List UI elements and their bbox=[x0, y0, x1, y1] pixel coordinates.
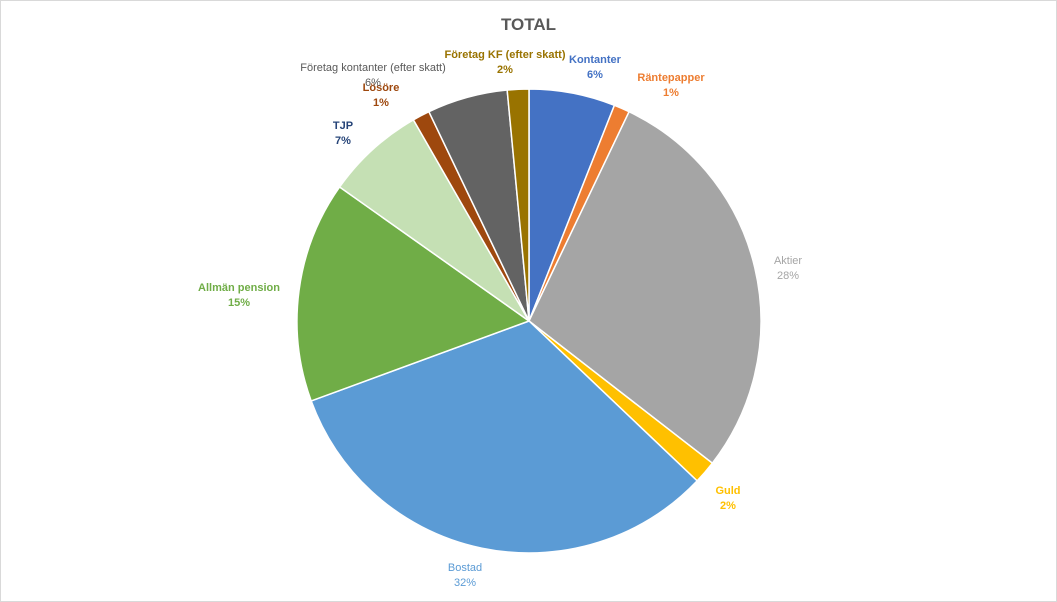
data-label-name: Guld bbox=[715, 485, 740, 497]
data-label-rantepapper: Räntepapper 1% bbox=[637, 72, 705, 99]
data-label-name: Företag KF (efter skatt) bbox=[444, 49, 565, 61]
data-label-percent: 1% bbox=[663, 87, 679, 99]
pie-slice-aktier bbox=[528, 110, 762, 465]
data-label-percent: 2% bbox=[497, 64, 513, 76]
pie-slices bbox=[296, 88, 762, 554]
data-label-percent: 1% bbox=[373, 97, 389, 109]
data-label-guld: Guld 2% bbox=[715, 485, 740, 512]
data-label-name: Räntepapper bbox=[637, 72, 705, 84]
pie-slice-foretag-kf-efter-skatt bbox=[506, 88, 530, 322]
data-label-name: Allmän pension bbox=[198, 282, 280, 294]
data-label-percent: 6% bbox=[587, 69, 603, 81]
data-label-allman-pension: Allmän pension 15% bbox=[198, 282, 280, 309]
data-label-percent: 28% bbox=[777, 270, 799, 282]
data-label-name: Kontanter bbox=[569, 54, 622, 66]
data-label-name: TJP bbox=[333, 120, 353, 132]
pie-labels: Kontanter 6% Räntepapper 1% Aktier 28% Guld 2% B… bbox=[198, 49, 802, 589]
data-label-name: Lösöre bbox=[363, 82, 400, 94]
data-label-percent: 2% bbox=[720, 500, 736, 512]
pie-slice-bostad bbox=[310, 320, 699, 554]
data-label-tjp: TJP 7% bbox=[333, 120, 353, 147]
data-label-foretag-kontanter-efter-skatt: Företag kontanter (efter skatt) 6% bbox=[300, 62, 446, 89]
data-label-losore: Lösöre 1% bbox=[363, 82, 400, 109]
data-label-aktier: Aktier 28% bbox=[774, 255, 802, 282]
data-label-percent: 7% bbox=[335, 135, 351, 147]
chart-title: TOTAL bbox=[500, 15, 557, 34]
data-label-percent: 32% bbox=[454, 577, 476, 589]
data-label-foretag-kf-efter-skatt: Företag KF (efter skatt) 2% bbox=[444, 49, 565, 76]
data-label-name: Bostad bbox=[448, 562, 482, 574]
data-label-percent: 6% bbox=[365, 77, 381, 89]
data-label-name: Aktier bbox=[774, 255, 802, 267]
data-label-kontanter: Kontanter 6% bbox=[569, 54, 622, 81]
pie-slice-allman-pension bbox=[296, 185, 531, 402]
data-label-name: Företag kontanter (efter skatt) bbox=[300, 62, 446, 74]
data-label-percent: 15% bbox=[228, 297, 250, 309]
data-label-bostad: Bostad 32% bbox=[448, 562, 482, 589]
